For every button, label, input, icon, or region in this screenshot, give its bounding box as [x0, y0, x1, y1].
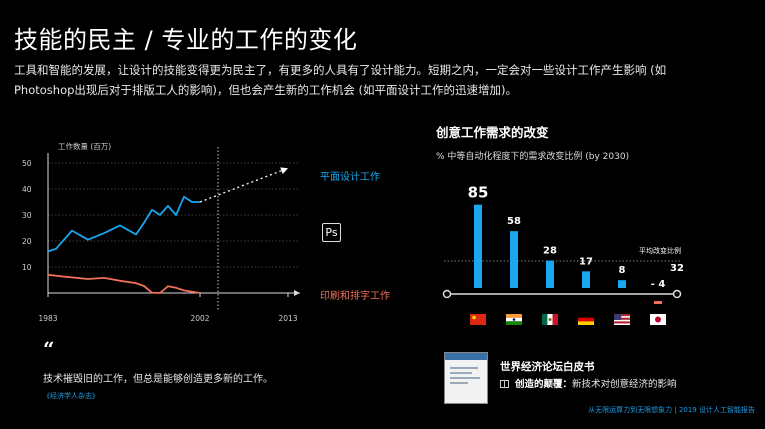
y-axis-ticks: 10 20 30 40 50	[22, 159, 32, 272]
series-label-printing: 印刷和排字工作	[320, 291, 390, 302]
x-tick-label: 2002	[190, 314, 209, 323]
quote-mark-icon: “	[43, 337, 55, 361]
bar-chart-subtitle: % 中等自动化程度下的需求改变比例 (by 2030)	[436, 152, 630, 162]
flag-stripe	[578, 317, 594, 322]
flag-stripe	[578, 314, 594, 318]
y-tick-label: 20	[22, 237, 32, 246]
printing-jobs-line	[47, 273, 201, 294]
quote-source: 《经济学人杂志》	[43, 392, 99, 400]
x-tick-label: 2013	[278, 314, 297, 323]
bar-value-label: 58	[507, 216, 521, 227]
china-flag-icon	[470, 314, 486, 325]
y-tick-label: 10	[22, 263, 32, 272]
page-title: 技能的民主 / 专业的工作的变化	[14, 26, 358, 54]
graphic-design-jobs-line	[47, 195, 200, 253]
chart-gridlines	[48, 162, 300, 268]
bar-value-label: 8	[619, 265, 626, 276]
flag-wheel	[512, 318, 516, 321]
y-tick-label: 30	[22, 211, 32, 220]
bar-india	[510, 231, 518, 288]
flag-canton	[614, 314, 622, 321]
flag-stripe	[542, 314, 548, 325]
projection-line	[199, 167, 289, 203]
flag-field	[470, 314, 486, 325]
india-flag-icon	[506, 314, 522, 325]
photoshop-icon: Ps	[322, 223, 341, 242]
intro-text-line-2: Photoshop出现后对于排版工人的影响)，但也会产生新的工作机会 (如平面设…	[14, 83, 518, 97]
average-value: 32	[670, 263, 684, 274]
flag-sun	[655, 316, 661, 323]
country-flags	[470, 314, 666, 325]
white-paper-subtitle: 创造的颠覆：新技术对创意经济的影响	[500, 376, 677, 390]
book-icon	[500, 380, 509, 388]
intro-text-line-1: 工具和智能的发展，让设计的技能变得更为民主了，有更多的人具有了设计能力。短期之内…	[14, 63, 667, 77]
bar-value-label: 28	[543, 246, 557, 257]
mexico-flag-icon	[542, 314, 558, 325]
germany-flag-icon	[578, 314, 594, 325]
flag-stripe	[578, 321, 594, 325]
bar-group: 85 58 28 17 8 - 4	[468, 184, 666, 304]
japan-flag-icon	[650, 314, 666, 325]
quote-text: 技术摧毁旧的工作，但总是能够创造更多新的工作。	[43, 374, 273, 385]
bar-mexico	[546, 260, 554, 288]
flag-emblem	[548, 318, 552, 321]
footer-text: 从无限运算力到无限想象力 | 2019 设计人工智能报告	[588, 406, 755, 414]
bar-japan	[654, 301, 662, 304]
white-paper-title: 世界经济论坛白皮书	[500, 361, 595, 373]
y-tick-label: 40	[22, 185, 32, 194]
white-paper-subtitle-rest: 新技术对创意经济的影响	[572, 379, 677, 390]
demand-change-bar-chart: 平均改变比例 32 85 58 28 17 8 - 4	[442, 184, 684, 325]
y-axis-label: 工作数量 (百万)	[58, 141, 111, 151]
x-tick-label: 1983	[38, 314, 57, 323]
jobs-line-chart: 10 20 30 40 50 1983 2002 2013 工作数量 (百万)	[22, 141, 300, 323]
flag-star	[472, 315, 476, 320]
baseline-start-dot	[442, 289, 452, 299]
chart-series	[47, 167, 289, 294]
projection-arrow-icon	[280, 167, 288, 174]
y-tick-label: 50	[22, 159, 32, 168]
baseline-end-dot	[672, 289, 682, 299]
white-paper-subtitle-bold: 创造的颠覆：	[515, 379, 573, 390]
white-paper-cover-image	[444, 352, 488, 404]
flag-stripe	[506, 321, 522, 325]
average-label: 平均改变比例	[639, 246, 681, 255]
usa-flag-icon	[614, 314, 630, 325]
series-label-graphic-design: 平面设计工作	[320, 172, 380, 183]
bar-value-label: - 4	[651, 279, 666, 290]
bar-usa	[618, 280, 626, 288]
flag-stripe	[552, 314, 558, 325]
x-axis-ticks: 1983 2002 2013	[38, 293, 298, 323]
flag-stripe	[614, 314, 630, 317]
bar-germany	[582, 271, 590, 288]
bar-chart-title: 创意工作需求的改变	[436, 125, 549, 140]
bar-value-label: 17	[579, 256, 593, 267]
flag-stripe	[506, 314, 522, 318]
flag-stripe	[614, 321, 630, 324]
bar-china	[474, 204, 482, 288]
bar-value-label: 85	[468, 184, 489, 202]
x-axis-arrow	[294, 290, 300, 296]
flag-stripe	[614, 317, 630, 320]
